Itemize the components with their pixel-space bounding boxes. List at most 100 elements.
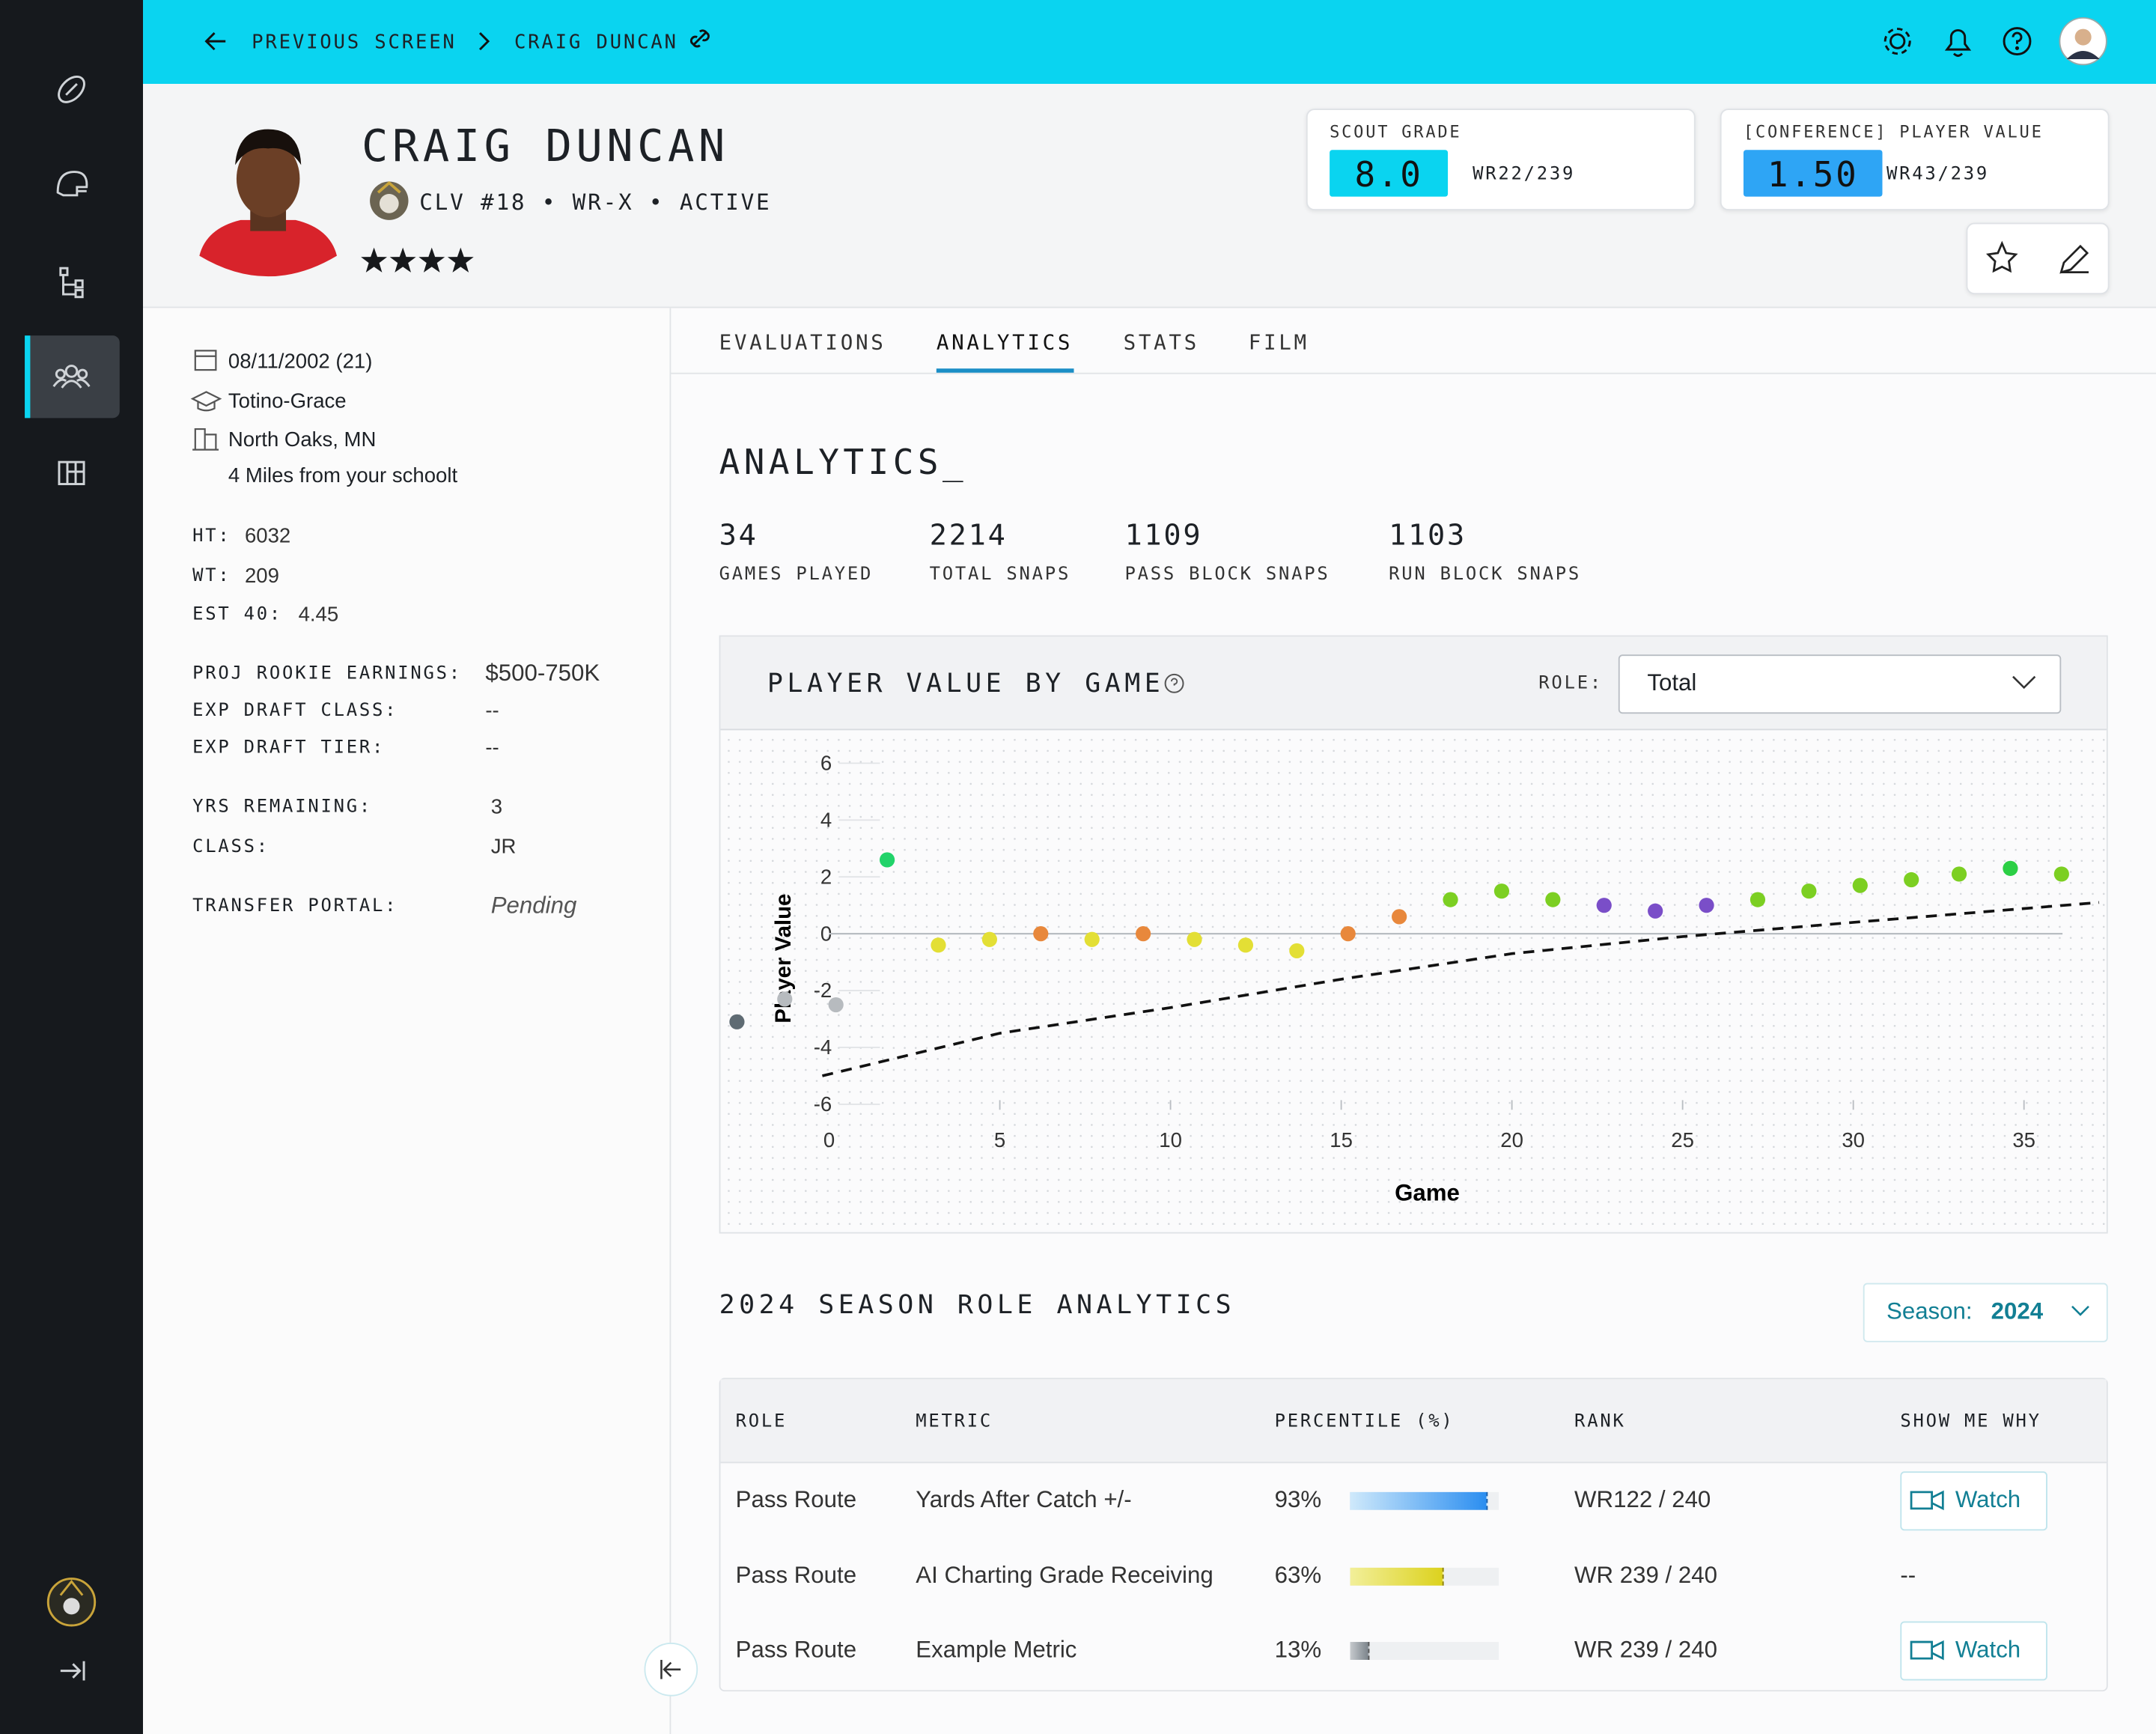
player-photo xyxy=(199,129,338,277)
data-point xyxy=(2053,866,2069,882)
y-tick-label: 4 xyxy=(820,808,832,831)
stat-label: GAMES PLAYED xyxy=(719,564,874,585)
data-point xyxy=(729,1014,745,1029)
player-name: CRAIG DUNCAN xyxy=(362,119,729,172)
settings-icon[interactable] xyxy=(1884,28,1911,55)
role-select[interactable] xyxy=(1618,654,2062,714)
tab[interactable]: FILM xyxy=(1248,329,1309,355)
info-value: 4.45 xyxy=(298,603,339,627)
info-value: 3 xyxy=(490,795,503,819)
star xyxy=(447,247,474,273)
cell-rank: WR122 / 240 xyxy=(1574,1486,1711,1513)
star xyxy=(361,247,388,273)
percentile-bar xyxy=(1350,1491,1489,1510)
active-indicator xyxy=(25,335,31,419)
tree-icon[interactable] xyxy=(59,267,84,299)
data-point xyxy=(1187,931,1202,947)
stat-value: 2214 xyxy=(929,518,1008,552)
star xyxy=(389,247,416,273)
season-value: 2024 xyxy=(1991,1298,2044,1324)
helmet-icon[interactable] xyxy=(56,171,88,197)
stat-value: 1103 xyxy=(1389,518,1467,552)
watch-label[interactable]: Watch xyxy=(1955,1486,2021,1513)
info-value: $500-750K xyxy=(485,660,600,687)
season-label: Season: xyxy=(1886,1298,1973,1324)
video-icon-shape xyxy=(1910,1640,1944,1661)
tab[interactable]: STATS xyxy=(1123,329,1199,355)
table-header xyxy=(720,1379,2107,1464)
select-chevron xyxy=(2012,675,2036,690)
info-icon[interactable] xyxy=(1162,671,1187,696)
x-tick-label: 35 xyxy=(2012,1128,2035,1152)
bio-icons xyxy=(190,350,222,451)
info-label: EXP DRAFT CLASS: xyxy=(192,700,398,722)
watch-label[interactable]: Watch xyxy=(1955,1636,2021,1663)
table-header-cell: RANK xyxy=(1574,1411,1626,1432)
watch-button[interactable] xyxy=(1900,1621,2047,1681)
tab[interactable]: EVALUATIONS xyxy=(719,329,886,355)
info-value: -- xyxy=(485,736,499,760)
info-label: EST 40: xyxy=(192,604,283,625)
data-point xyxy=(1596,898,1612,913)
x-tick-label: 25 xyxy=(1671,1128,1694,1152)
city: North Oaks, MN xyxy=(228,428,377,452)
x-tick-label: 5 xyxy=(994,1128,1005,1152)
school: Totino-Grace xyxy=(228,389,347,413)
cell-metric: Example Metric xyxy=(916,1636,1077,1663)
data-point xyxy=(1951,866,1967,882)
info-value: 6032 xyxy=(244,524,291,548)
video-icon xyxy=(1910,1640,1944,1661)
cell-why: -- xyxy=(1900,1561,1916,1588)
video-icon-shape xyxy=(1910,1490,1944,1511)
players-icon[interactable] xyxy=(52,365,91,389)
info-value: -- xyxy=(485,699,499,723)
data-point xyxy=(1084,931,1100,947)
bell-icon[interactable] xyxy=(1944,28,1972,57)
grade-label: SCOUT GRADE xyxy=(1330,122,1462,142)
grade-value: 1.50 xyxy=(1767,154,1859,195)
breadcrumb-chevron xyxy=(478,32,490,51)
data-point xyxy=(931,937,946,953)
back-arrow[interactable] xyxy=(204,32,226,51)
grade-rank: WR22/239 xyxy=(1473,164,1576,186)
watch-button[interactable] xyxy=(1900,1471,2047,1531)
chart-title: PLAYER VALUE BY GAME xyxy=(767,668,1165,699)
favorite-button[interactable] xyxy=(1985,240,2018,273)
expand-icon[interactable] xyxy=(60,1661,85,1681)
sidebar-icons xyxy=(25,72,120,1681)
dob: 08/11/2002 (21) xyxy=(228,350,373,374)
season-select[interactable] xyxy=(1863,1283,2108,1342)
plot-background xyxy=(720,730,2106,1231)
table-header-cell: ROLE xyxy=(735,1411,788,1432)
data-point xyxy=(828,997,844,1013)
video-icon xyxy=(1910,1490,1944,1511)
edit-button[interactable] xyxy=(2059,244,2089,274)
cell-rank: WR 239 / 240 xyxy=(1574,1636,1717,1663)
data-point xyxy=(1699,898,1714,913)
player-meta: CLV #18 • WR-X • ACTIVE xyxy=(419,189,772,216)
role-value: Total xyxy=(1647,669,1697,696)
help-icon[interactable] xyxy=(2003,27,2032,56)
stat-value: 34 xyxy=(719,518,758,552)
stat-value: 1109 xyxy=(1124,518,1203,552)
user-avatar[interactable] xyxy=(2059,16,2107,66)
info-label: EXP DRAFT TIER: xyxy=(192,737,386,758)
cell-metric: Yards After Catch +/- xyxy=(916,1486,1132,1513)
cell-role: Pass Route xyxy=(735,1636,857,1663)
tab-underline xyxy=(936,368,1074,373)
collapse-button[interactable] xyxy=(642,1642,700,1700)
link-icon[interactable] xyxy=(689,29,710,48)
breadcrumb-back[interactable]: PREVIOUS SCREEN xyxy=(252,31,457,54)
football-icon[interactable] xyxy=(54,72,89,107)
grade-rank: WR43/239 xyxy=(1886,164,1990,186)
tab[interactable]: ANALYTICS xyxy=(936,329,1074,355)
y-tick-label: -6 xyxy=(814,1092,832,1116)
y-tick-label: -4 xyxy=(814,1035,832,1059)
board-icon[interactable] xyxy=(58,460,85,486)
info-label: TRANSFER PORTAL: xyxy=(192,895,398,917)
data-point xyxy=(1136,926,1151,942)
bar-track xyxy=(1350,1642,1499,1660)
grade-label: [CONFERENCE] PLAYER VALUE xyxy=(1743,122,2044,142)
